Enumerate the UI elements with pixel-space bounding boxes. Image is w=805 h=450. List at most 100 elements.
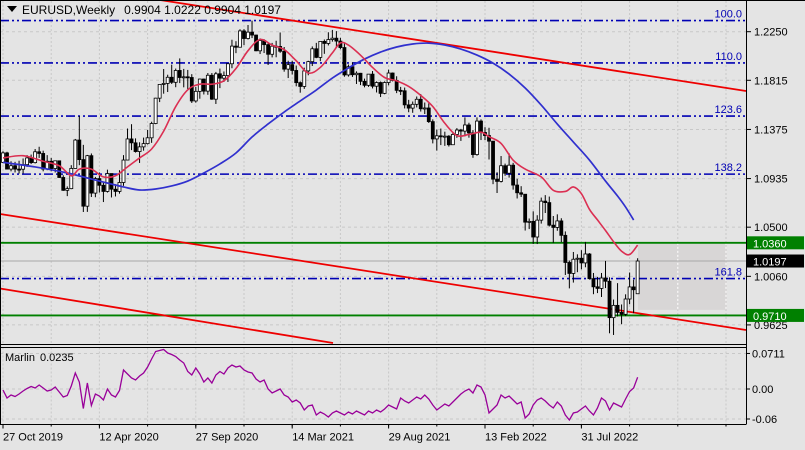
price-axis-label: 1.0935 [754, 174, 788, 186]
candle [294, 70, 299, 84]
candle [531, 220, 536, 238]
price-badge-level [747, 236, 804, 250]
candle [623, 298, 628, 315]
candle [503, 165, 507, 174]
indicator-axis-label: 0.00 [752, 384, 773, 396]
candle [450, 134, 455, 146]
candle [499, 165, 503, 182]
candle [145, 137, 150, 145]
candle [169, 76, 174, 83]
candle [266, 44, 271, 55]
candle [362, 80, 367, 86]
candle [591, 278, 596, 288]
candle [619, 312, 624, 315]
candle [9, 165, 13, 170]
price-badge-level-label: 1.0360 [753, 238, 787, 250]
candle [258, 40, 262, 52]
date-axis-label: 27 Sep 2020 [196, 432, 258, 444]
candle [29, 157, 34, 164]
candle [25, 157, 30, 166]
price-badge-level-label: 0.9710 [753, 311, 787, 323]
chart-title: EURUSD,Weekly 0.9904 1.0222 0.9904 1.0197 [22, 3, 281, 17]
candle [161, 83, 166, 85]
candle [246, 31, 250, 39]
candle [250, 31, 254, 36]
candle [346, 66, 351, 76]
candle [438, 135, 443, 138]
candle [442, 135, 447, 138]
candle [631, 286, 636, 291]
candle [370, 73, 375, 87]
candle [559, 220, 564, 236]
trend-line [159, 0, 747, 92]
candle [406, 104, 411, 109]
candle [434, 135, 439, 140]
candle [65, 188, 70, 191]
candle [471, 132, 475, 155]
candle [109, 173, 114, 190]
candle [422, 107, 427, 110]
candle [515, 184, 520, 194]
candle [350, 66, 355, 76]
candle [523, 193, 528, 223]
price-badge-level [747, 308, 804, 322]
candle [201, 78, 206, 92]
projection-zone [638, 242, 727, 310]
candle [185, 76, 190, 79]
candle [342, 47, 347, 76]
candle [527, 220, 532, 223]
candle [603, 277, 608, 282]
candle [446, 135, 451, 146]
candle [298, 82, 303, 87]
candle [627, 286, 632, 300]
candle [205, 74, 210, 92]
candle [234, 45, 238, 48]
candle [306, 61, 311, 72]
candle [89, 155, 94, 194]
indicator-axis-label: -0.06 [752, 414, 777, 426]
candle [286, 64, 291, 70]
candle [374, 82, 379, 87]
fib-level-label: 110.0 [715, 51, 742, 63]
candle [282, 50, 287, 70]
candle [487, 135, 491, 142]
candle [543, 200, 548, 204]
candle [13, 165, 17, 170]
date-axis-label: 12 Apr 2020 [99, 432, 158, 444]
fib-level-label: 100.0 [714, 9, 742, 21]
candle [213, 73, 218, 100]
candle [222, 75, 226, 79]
candle [129, 138, 134, 144]
candle [555, 220, 560, 228]
candle [358, 72, 363, 82]
candle [133, 142, 138, 152]
candle [519, 192, 524, 195]
candle [366, 73, 371, 86]
candle [141, 143, 146, 148]
candle [563, 234, 568, 263]
candle [181, 76, 186, 79]
candle [579, 257, 584, 264]
candle [599, 277, 604, 289]
candle [322, 41, 327, 44]
price-axis-label: 0.9625 [754, 320, 788, 332]
date-axis-label: 13 Feb 2022 [485, 432, 547, 444]
fib-level-label: 161.8 [714, 267, 742, 279]
candle [426, 107, 431, 123]
candle [157, 84, 162, 99]
candle [402, 90, 407, 106]
candle [611, 304, 616, 319]
candle [418, 98, 423, 110]
candle [165, 76, 170, 84]
candle [595, 286, 600, 289]
candle [189, 77, 194, 102]
marlin-line [2, 348, 639, 422]
date-axis-label: 31 Jul 2022 [581, 432, 638, 444]
candle [77, 139, 82, 160]
symbol-dropdown-icon[interactable] [7, 6, 17, 12]
candle [479, 120, 483, 133]
candle [302, 70, 307, 87]
candle [575, 257, 580, 260]
candle [85, 155, 90, 207]
